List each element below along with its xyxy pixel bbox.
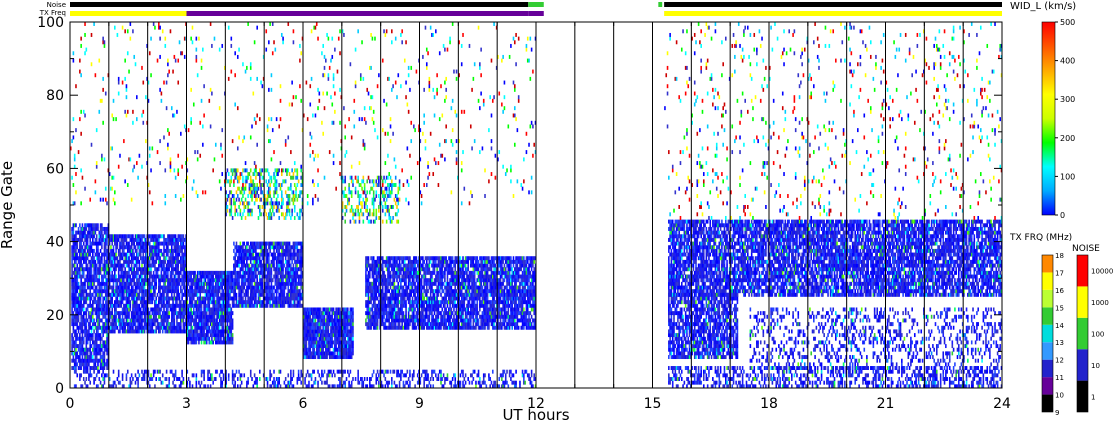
noise-swatch-1 [1077, 349, 1088, 381]
noise-tick-label: 10000 [1091, 268, 1113, 276]
txfrq-colorbar [1041, 254, 1054, 413]
scatter-region-14 [664, 22, 1003, 220]
wid-tick-label: 100 [1060, 172, 1075, 181]
scatter-region-8 [341, 175, 401, 224]
txfrq-swatch-8 [1042, 255, 1053, 273]
txfrq-tick-label: 16 [1055, 287, 1064, 295]
scatter-region-7 [225, 168, 304, 220]
x-tick-label: 6 [299, 396, 308, 412]
x-tick-label: 24 [993, 396, 1011, 412]
wid-tick-label: 400 [1060, 57, 1075, 66]
wid-tick-label: 0 [1060, 211, 1065, 220]
wid-colorbar [1041, 21, 1056, 216]
txfrq-swatch-4 [1042, 324, 1053, 343]
txfrq-tick-label: 14 [1055, 322, 1064, 330]
y-tick-label: 40 [46, 235, 64, 251]
x-tick-label: 9 [415, 396, 424, 412]
x-tick-label: 3 [182, 396, 191, 412]
noise-segment-2 [658, 2, 663, 7]
txfrq-tick-label: 12 [1055, 357, 1064, 365]
x-axis: 0 3 6 9 12 15 18 21 24 [66, 22, 1011, 412]
txfrq-colorbar-label: TX FRQ (MHz) [1009, 233, 1072, 243]
txfrq-swatch-7 [1042, 272, 1053, 290]
txfrq-swatch-3 [1042, 342, 1053, 360]
scatter-region-5 [303, 307, 354, 360]
noise-swatch-4 [1077, 255, 1088, 287]
txfrq-tick-label: 9 [1055, 409, 1059, 417]
scatter-region-4 [73, 369, 537, 389]
noise-segment-3 [664, 2, 1002, 7]
txfreq-segment-0 [70, 11, 187, 16]
scatter-region-9 [668, 219, 1003, 297]
y-tick-label: 80 [46, 88, 64, 104]
noise-swatch-2 [1077, 317, 1088, 350]
data-points [70, 22, 1003, 389]
x-tick-label: 21 [877, 396, 895, 412]
x-tick-label: 15 [644, 396, 662, 412]
txfreq-segment-3 [664, 11, 1002, 16]
txfrq-tick-label: 15 [1055, 304, 1064, 312]
txfrq-swatch-2 [1042, 359, 1053, 378]
txfrq-tick-label: 10 [1055, 392, 1064, 400]
status-bars: Noise TX Freq [39, 1, 1002, 17]
scatter-region-11 [668, 366, 1003, 389]
x-tick-label: 18 [760, 396, 778, 412]
x-tick-label: 12 [527, 396, 545, 412]
noise-swatch-3 [1077, 286, 1088, 318]
txfrq-swatch-6 [1042, 289, 1053, 308]
y-tick-label: 60 [46, 161, 64, 177]
txfreq-bar-label: TX Freq [39, 9, 66, 17]
noise-swatch-0 [1077, 380, 1088, 412]
y-tick-label: 0 [55, 381, 64, 397]
y-axis: 0 20 40 60 80 100 [37, 15, 1002, 397]
y-tick-label: 100 [37, 15, 64, 31]
wid-tick-label: 300 [1060, 95, 1075, 104]
noise-tick-label: 10 [1091, 362, 1100, 370]
txfrq-swatch-0 [1042, 394, 1053, 412]
scatter-region-3 [233, 241, 304, 308]
noise-tick-label: 100 [1091, 331, 1104, 339]
txfreq-segment-2 [528, 11, 544, 16]
noise-colorbar-label: NOISE [1072, 244, 1100, 254]
scatter-region-6 [365, 256, 537, 330]
noise-segment-0 [70, 2, 529, 7]
wid-colorbar-label: WID_L (km/s) [1010, 1, 1076, 12]
txfrq-tick-label: 17 [1055, 269, 1064, 277]
x-tick-label: 0 [66, 396, 75, 412]
scatter-region-12 [749, 307, 1003, 370]
noise-bar-label: Noise [47, 1, 66, 9]
scatter-region-10 [668, 292, 739, 360]
y-axis-title: Range Gate [0, 161, 16, 249]
noise-tick-label: 1000 [1091, 299, 1109, 307]
noise-colorbar [1076, 254, 1089, 413]
wid-tick-label: 200 [1060, 134, 1075, 143]
txfreq-segment-1 [186, 11, 529, 16]
y-tick-label: 20 [46, 308, 64, 324]
scatter-region-0 [71, 223, 110, 370]
scatter-region-2 [186, 270, 234, 345]
txfrq-swatch-5 [1042, 307, 1053, 325]
x-axis-title: UT hours [502, 406, 569, 424]
txfrq-swatch-1 [1042, 377, 1053, 395]
wid-tick-label: 500 [1060, 18, 1075, 27]
txfrq-tick-label: 18 [1055, 252, 1064, 260]
colorbars: WID_L (km/s) TX FRQ (MHz) NOISE 0 100 200 3… [1009, 1, 1113, 417]
scatter-region-1 [108, 234, 187, 334]
noise-tick-label: 1 [1091, 393, 1095, 401]
noise-segment-1 [528, 2, 544, 7]
hour-gridlines [108, 22, 964, 388]
txfrq-tick-label: 11 [1055, 374, 1064, 382]
txfrq-tick-label: 13 [1055, 339, 1064, 347]
